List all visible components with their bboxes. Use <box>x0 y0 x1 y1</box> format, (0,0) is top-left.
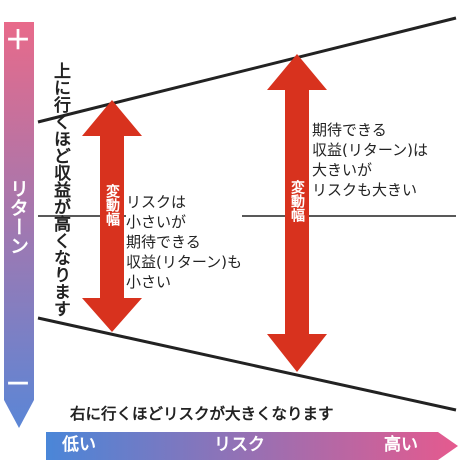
return-plus-sign: ＋ <box>4 26 31 56</box>
return-axis-bar <box>4 22 34 428</box>
risk-axis-bar <box>46 432 458 460</box>
vertical-caption: 上に行くほど収益が高くなります <box>50 62 70 317</box>
high-risk-arrow-label: 変動幅 <box>289 180 305 222</box>
high-risk-range-arrow <box>267 54 327 372</box>
low-risk-range-arrow <box>82 100 142 332</box>
risk-low-label: 低い <box>62 435 96 455</box>
return-axis-label: リターン <box>7 179 29 255</box>
upper-range-line <box>37 16 457 124</box>
high-risk-note: 期待できる 収益(リターン)は 大きいが リスクも大きい <box>312 120 428 200</box>
lower-range-line <box>37 316 457 412</box>
risk-axis-label: リスク <box>214 435 265 455</box>
horizontal-caption: 右に行くほどリスクが大きくなります <box>70 405 334 423</box>
low-risk-arrow-label: 変動幅 <box>104 184 120 226</box>
risk-high-label: 高い <box>384 435 418 455</box>
return-minus-sign: － <box>4 370 31 400</box>
low-risk-note: リスクは 小さいが 期待できる 収益(リターン)も 小さい <box>126 192 242 292</box>
